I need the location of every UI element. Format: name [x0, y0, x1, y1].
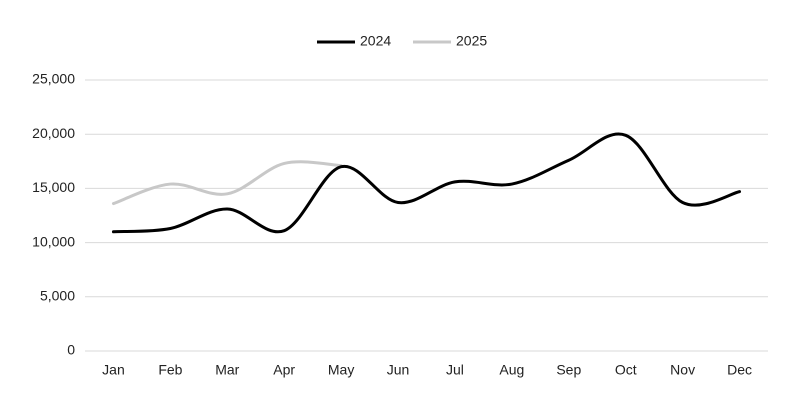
y-tick-label: 25,000 — [32, 71, 75, 87]
y-tick-label: 0 — [67, 342, 75, 358]
y-tick-label: 15,000 — [32, 179, 75, 195]
y-tick-label: 5,000 — [40, 288, 75, 304]
x-tick-label: May — [328, 362, 354, 378]
x-tick-label: Aug — [499, 362, 524, 378]
legend-label: 2025 — [456, 33, 487, 49]
y-tick-label: 10,000 — [32, 233, 75, 249]
x-tick-label: Dec — [727, 362, 752, 378]
x-tick-label: Jul — [446, 362, 464, 378]
legend-label: 2024 — [360, 33, 391, 49]
x-tick-label: Sep — [556, 362, 581, 378]
series-line — [111, 160, 343, 206]
x-tick-label: Nov — [670, 362, 695, 378]
y-tick-label: 20,000 — [32, 125, 75, 141]
x-tick-label: Oct — [615, 362, 637, 378]
x-tick-label: Mar — [215, 362, 239, 378]
x-tick-label: Jan — [102, 362, 125, 378]
series-line — [111, 132, 742, 234]
x-tick-label: Feb — [158, 362, 182, 378]
x-tick-label: Apr — [273, 362, 295, 378]
x-tick-label: Jun — [387, 362, 410, 378]
